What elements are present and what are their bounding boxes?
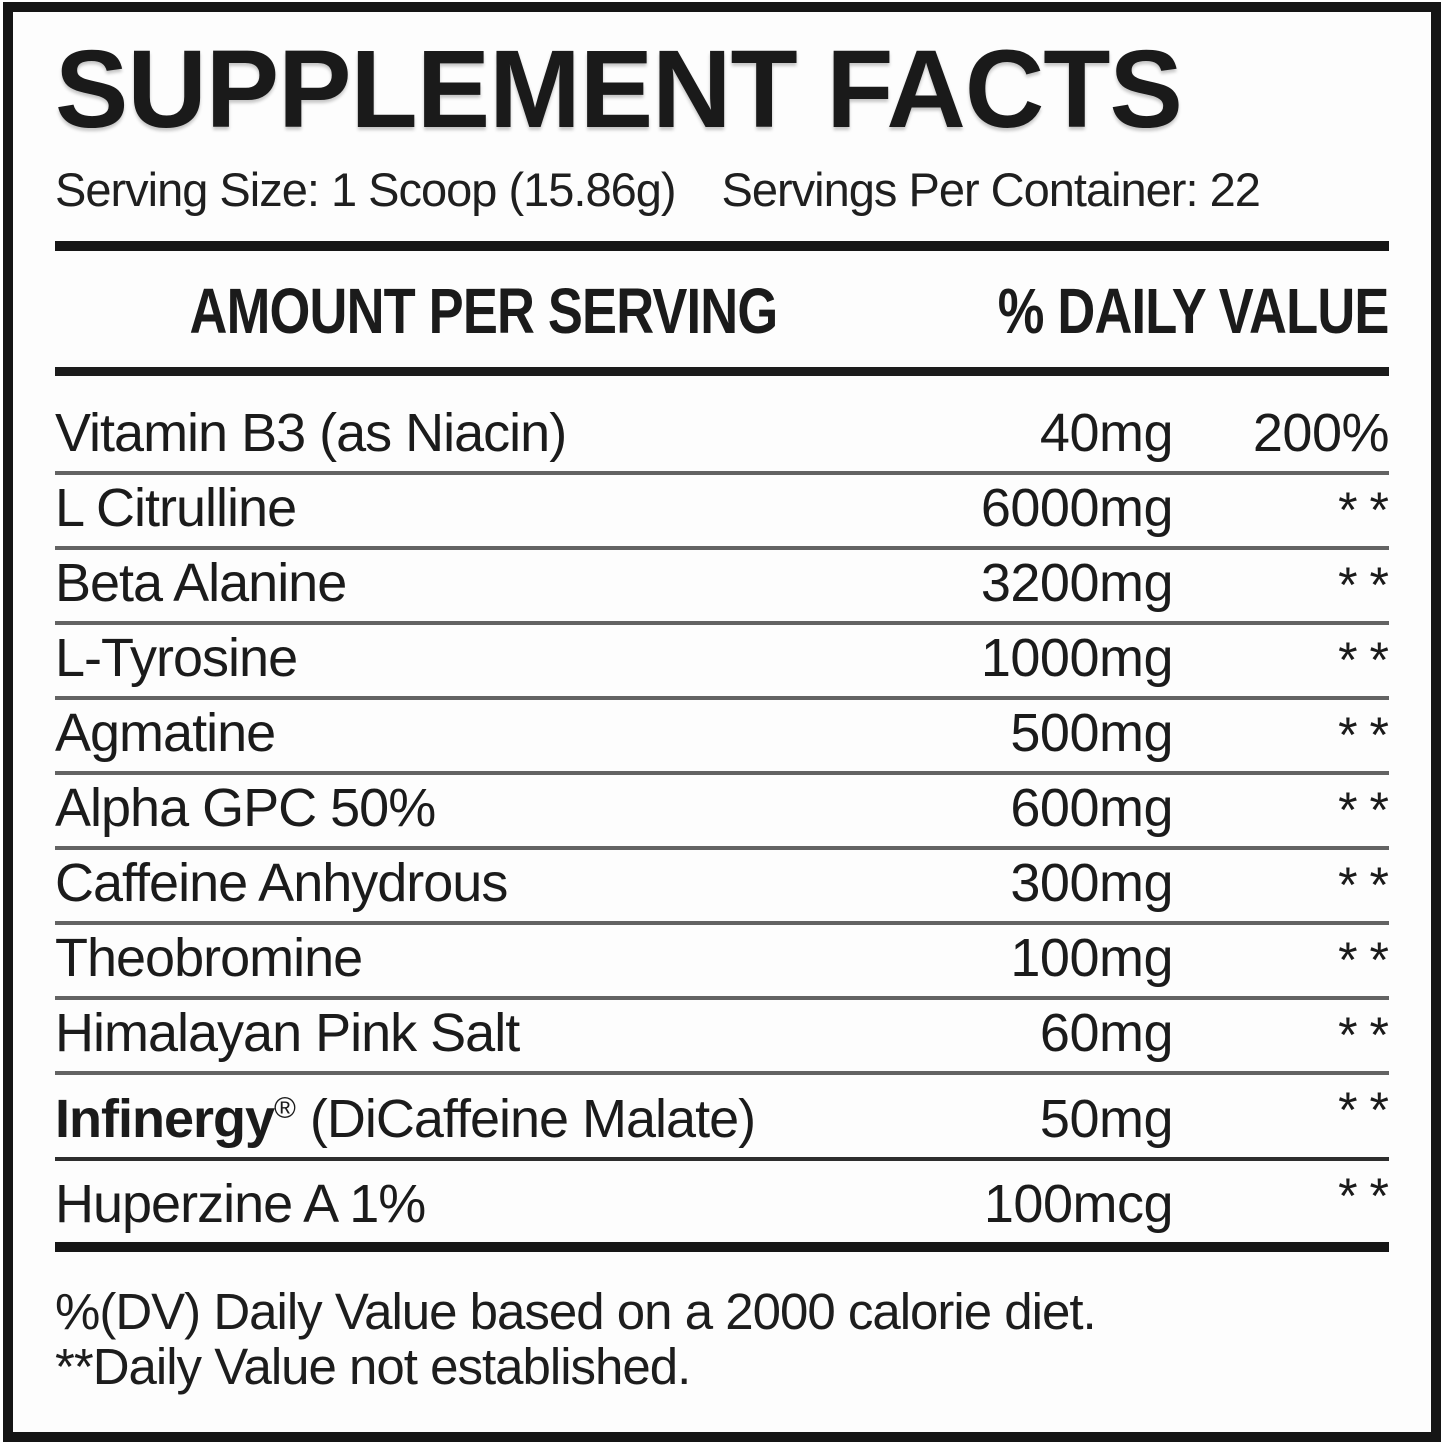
ingredient-amount: 500mg: [1010, 702, 1173, 763]
row-main-cell: L Citrulline 6000mg: [55, 477, 1174, 539]
ingredient-daily-value: **: [1338, 931, 1401, 988]
table-row: Himalayan Pink Salt 60mg **: [55, 1000, 1389, 1075]
column-header-amount-wrap: AMOUNT PER SERVING: [55, 274, 912, 348]
table-row: Theobromine 100mg **: [55, 925, 1389, 1000]
ingredient-daily-value: **: [1338, 1167, 1401, 1224]
footnote-daily-value: %(DV) Daily Value based on a 2000 calori…: [55, 1282, 1097, 1340]
row-main-cell: L-Tyrosine 1000mg: [55, 627, 1174, 689]
table-row: Caffeine Anhydrous 300mg **: [55, 850, 1389, 925]
table-row: Huperzine A 1% 100mcg **: [55, 1161, 1389, 1252]
supplement-facts-panel: SUPPLEMENT FACTS Serving Size: 1 Scoop (…: [3, 2, 1441, 1442]
ingredient-name: Vitamin B3 (as Niacin): [55, 402, 567, 463]
row-main-cell: Caffeine Anhydrous 300mg: [55, 852, 1173, 914]
ingredient-name: Theobromine: [55, 927, 363, 988]
table-row: L-Tyrosine 1000mg **: [55, 625, 1389, 700]
ingredient-amount: 40mg: [1039, 402, 1174, 463]
ingredient-daily-value: **: [1338, 781, 1401, 838]
table-row: Agmatine 500mg **: [55, 700, 1389, 775]
ingredient-amount: 100mg: [1010, 927, 1173, 988]
ingredient-amount: 60mg: [1039, 1002, 1174, 1063]
ingredient-daily-value: **: [1338, 706, 1401, 763]
ingredient-name: Agmatine: [55, 702, 276, 763]
ingredient-amount: 6000mg: [980, 477, 1174, 538]
ingredient-name: Beta Alanine: [55, 552, 347, 613]
footnotes: %(DV) Daily Value based on a 2000 calori…: [55, 1284, 1389, 1394]
row-main-cell: Agmatine 500mg: [55, 702, 1173, 764]
ingredient-amount: 3200mg: [980, 552, 1174, 613]
table-row: Vitamin B3 (as Niacin) 40mg 200%: [55, 376, 1390, 475]
row-main-cell: Infinergy® (DiCaffeine Malate) 50mg: [55, 1088, 1174, 1150]
facts-table: Vitamin B3 (as Niacin) 40mg 200% L Citrulli…: [55, 376, 1390, 1252]
ingredient-name: L-Tyrosine: [55, 627, 298, 688]
row-main-cell: Theobromine 100mg: [55, 927, 1173, 989]
ingredient-daily-value: **: [1338, 1006, 1401, 1063]
ingredient-daily-value: **: [1338, 481, 1401, 538]
ingredient-name: Himalayan Pink Salt: [55, 1002, 520, 1063]
ingredient-name: Caffeine Anhydrous: [55, 852, 508, 913]
ingredient-daily-value: **: [1338, 556, 1401, 613]
ingredient-daily-value: 200%: [1252, 402, 1390, 463]
table-row: L Citrulline 6000mg **: [55, 475, 1389, 550]
footnote-not-established: **Daily Value not established.: [55, 1337, 691, 1395]
column-header-daily-value: % DAILY VALUE: [998, 274, 1390, 347]
ingredient-name: L Citrulline: [55, 477, 297, 538]
panel-title: SUPPLEMENT FACTS: [55, 28, 1183, 151]
table-row: Alpha GPC 50% 600mg **: [55, 775, 1389, 850]
row-main-cell: Beta Alanine 3200mg: [55, 552, 1174, 614]
table-row: Beta Alanine 3200mg **: [55, 550, 1389, 625]
ingredient-amount: 1000mg: [980, 627, 1174, 688]
ingredient-daily-value: **: [1338, 856, 1401, 913]
servings-per-container: Servings Per Container: 22: [721, 162, 1261, 216]
table-row: Infinergy® (DiCaffeine Malate) 50mg **: [55, 1075, 1389, 1161]
thick-divider-top: [55, 240, 1389, 251]
column-header-amount: AMOUNT PER SERVING: [189, 274, 779, 347]
ingredient-name: Huperzine A 1%: [55, 1173, 426, 1234]
ingredient-daily-value: **: [1338, 1081, 1401, 1138]
column-header-dv-wrap: % DAILY VALUE: [912, 274, 1390, 348]
ingredient-amount: 300mg: [1010, 852, 1173, 913]
thick-divider-header: [55, 366, 1389, 376]
ingredient-name: Alpha GPC 50%: [55, 777, 436, 838]
serving-info: Serving Size: 1 Scoop (15.86g) Servings …: [55, 162, 1389, 217]
row-main-cell: Himalayan Pink Salt 60mg: [55, 1002, 1174, 1064]
row-main-cell: Alpha GPC 50% 600mg: [55, 777, 1173, 839]
ingredient-amount: 50mg: [1039, 1088, 1174, 1149]
ingredient-daily-value: **: [1338, 631, 1401, 688]
ingredient-name: Infinergy® (DiCaffeine Malate): [55, 1088, 756, 1149]
ingredient-amount: 100mcg: [983, 1173, 1174, 1234]
row-main-cell: Huperzine A 1% 100mcg: [55, 1173, 1174, 1235]
row-main-cell: Vitamin B3 (as Niacin) 40mg: [55, 402, 1174, 464]
ingredient-amount: 600mg: [1010, 777, 1173, 838]
serving-size: Serving Size: 1 Scoop (15.86g): [55, 162, 677, 216]
table-column-headers: AMOUNT PER SERVING % DAILY VALUE: [55, 275, 1390, 347]
